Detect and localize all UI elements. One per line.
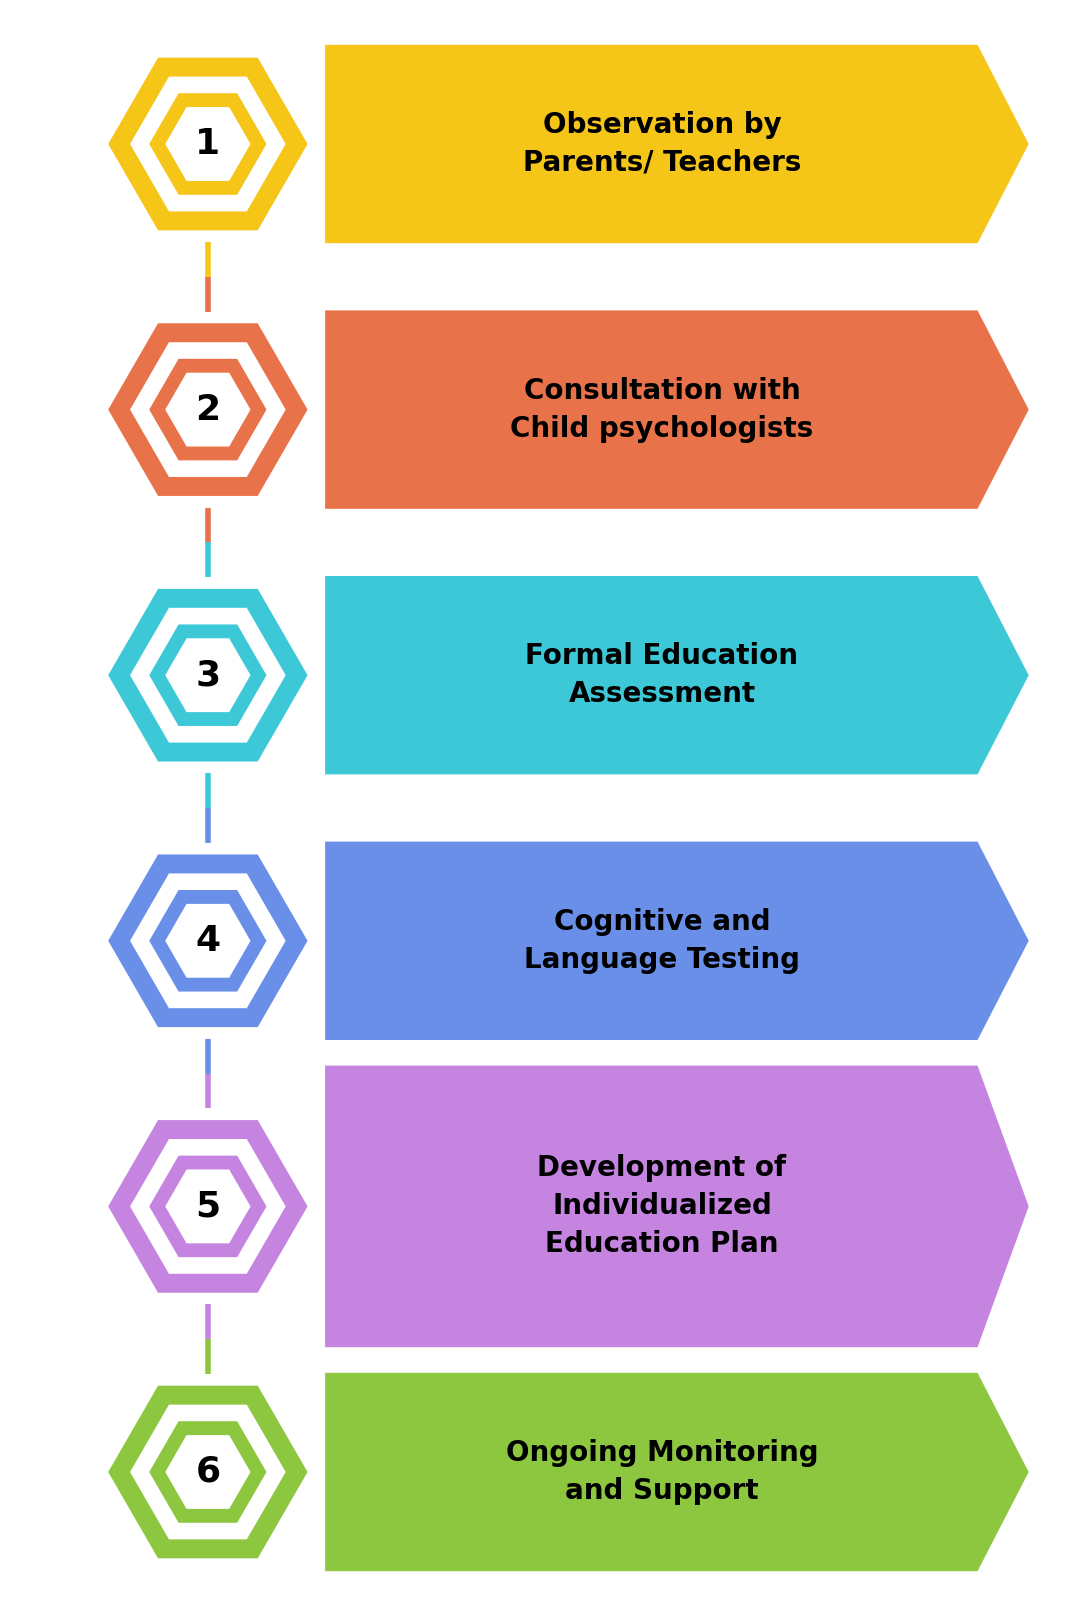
Text: 6: 6 [195,1454,221,1490]
Polygon shape [325,45,1029,243]
Polygon shape [165,1170,251,1243]
Polygon shape [325,1373,1029,1571]
Polygon shape [130,608,286,742]
Polygon shape [325,576,1029,774]
Text: 3: 3 [195,658,221,693]
Polygon shape [110,1387,306,1557]
Text: Ongoing Monitoring
and Support: Ongoing Monitoring and Support [505,1438,819,1506]
Polygon shape [130,1405,286,1539]
Polygon shape [149,1421,266,1523]
Polygon shape [130,77,286,211]
Polygon shape [165,638,251,712]
Polygon shape [149,358,266,461]
Polygon shape [130,342,286,477]
Polygon shape [130,1139,286,1274]
Polygon shape [110,59,306,229]
Polygon shape [149,93,266,195]
Polygon shape [110,1122,306,1291]
Polygon shape [165,1435,251,1509]
Polygon shape [165,373,251,446]
Text: 2: 2 [195,392,221,427]
Text: Formal Education
Assessment: Formal Education Assessment [526,642,798,709]
Polygon shape [165,107,251,181]
Polygon shape [325,1066,1029,1347]
Polygon shape [149,1155,266,1258]
Polygon shape [110,856,306,1026]
Polygon shape [149,890,266,992]
Text: 1: 1 [195,126,221,162]
Polygon shape [110,325,306,494]
Polygon shape [149,624,266,726]
Text: Observation by
Parents/ Teachers: Observation by Parents/ Teachers [522,110,802,178]
Text: Cognitive and
Language Testing: Cognitive and Language Testing [524,907,800,974]
Polygon shape [165,904,251,978]
Text: 4: 4 [195,923,221,958]
Polygon shape [325,310,1029,509]
Polygon shape [325,842,1029,1040]
Text: Development of
Individualized
Education Plan: Development of Individualized Education … [537,1155,787,1258]
Polygon shape [130,874,286,1008]
Text: Consultation with
Child psychologists: Consultation with Child psychologists [511,376,813,443]
Text: 5: 5 [195,1189,221,1224]
Polygon shape [110,590,306,760]
